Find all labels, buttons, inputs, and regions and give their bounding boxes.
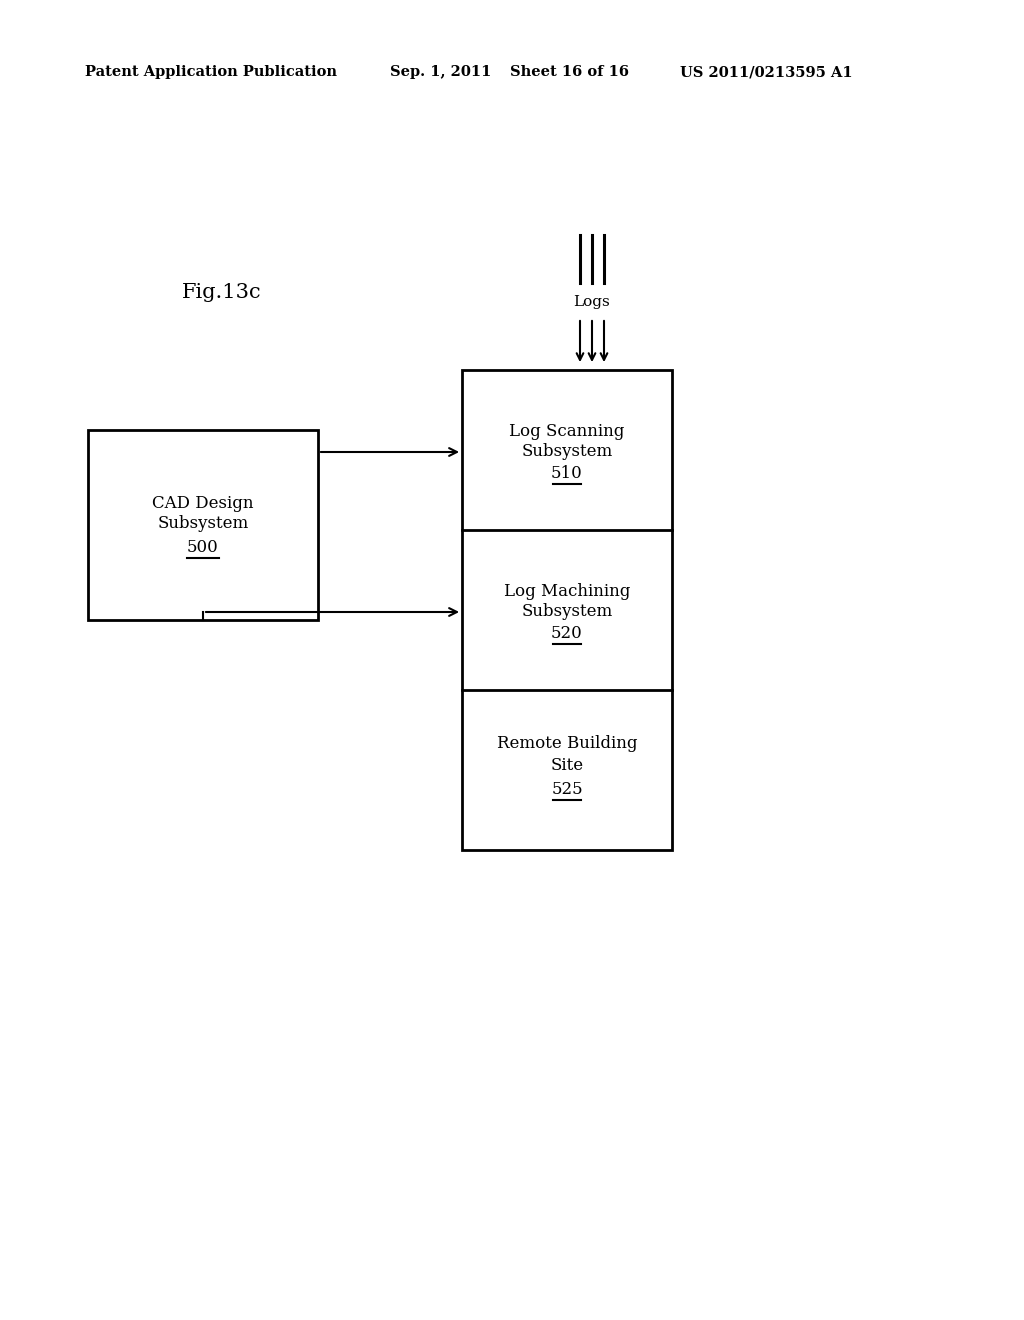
Text: Sheet 16 of 16: Sheet 16 of 16 xyxy=(510,65,629,79)
Text: 520: 520 xyxy=(551,626,583,643)
Bar xyxy=(462,370,672,850)
Text: Patent Application Publication: Patent Application Publication xyxy=(85,65,337,79)
Text: US 2011/0213595 A1: US 2011/0213595 A1 xyxy=(680,65,853,79)
Text: Logs: Logs xyxy=(573,294,610,309)
Text: 500: 500 xyxy=(187,539,219,556)
Text: 510: 510 xyxy=(551,466,583,483)
Text: Remote Building: Remote Building xyxy=(497,735,637,752)
Text: Log Scanning: Log Scanning xyxy=(509,424,625,441)
Text: Log Machining: Log Machining xyxy=(504,583,630,601)
Text: Subsystem: Subsystem xyxy=(158,515,249,532)
Text: CAD Design: CAD Design xyxy=(153,495,254,511)
Text: Fig.13c: Fig.13c xyxy=(182,282,262,301)
Text: 525: 525 xyxy=(551,781,583,799)
Text: Sep. 1, 2011: Sep. 1, 2011 xyxy=(390,65,492,79)
Text: Subsystem: Subsystem xyxy=(521,603,612,620)
Text: Subsystem: Subsystem xyxy=(521,444,612,461)
Bar xyxy=(88,430,318,620)
Text: Site: Site xyxy=(551,758,584,775)
